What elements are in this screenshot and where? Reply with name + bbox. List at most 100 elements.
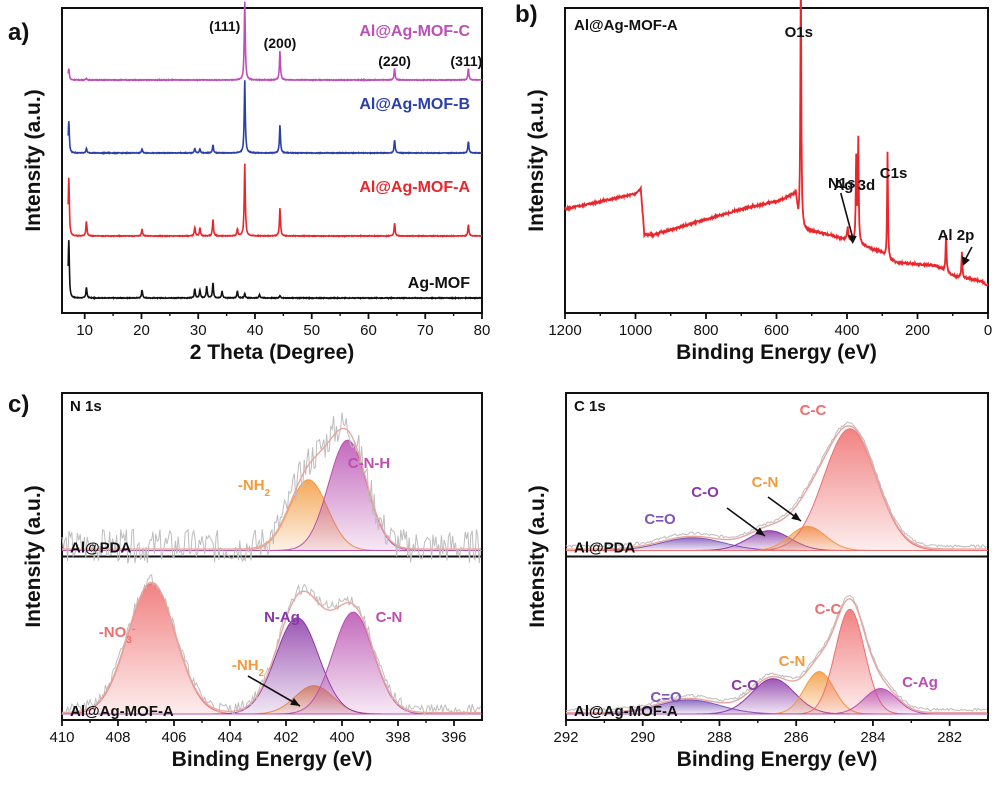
xrd-x-tick-label: 40 — [247, 322, 264, 339]
survey-x-tick-label: 1000 — [619, 322, 652, 339]
c1s-raw-data-1 — [565, 594, 987, 712]
xrd-x-axis-label: 2 Theta (Degree) — [190, 341, 355, 364]
c1s-component-label: C-Ag — [902, 674, 938, 691]
xrd-series-label: Al@Ag-MOF-B — [359, 96, 470, 113]
xrd-peak-label: (311) — [450, 53, 482, 69]
xrd-series-label: Al@Ag-MOF-C — [359, 23, 470, 40]
xrd-series-label: Ag-MOF — [408, 275, 470, 292]
c1s-component-label: C-C — [815, 601, 842, 618]
c1s-pointer-arrowhead — [791, 512, 801, 521]
c1s-y-axis-label: Intensity (a.u.) — [526, 485, 549, 627]
n1s-envelope-0 — [62, 427, 481, 550]
c1s-x-tick-label: 284 — [860, 729, 885, 746]
n1s-component-label: -NH2 — [238, 477, 271, 499]
n1s-component-label: N-Ag — [264, 609, 300, 626]
xrd-x-tick-label: 10 — [76, 322, 93, 339]
n1s-label-subscript: 2 — [259, 668, 265, 679]
n1s-sample-label: Al@Ag-MOF-A — [70, 703, 174, 720]
c1s-component-label: C-O — [731, 677, 759, 694]
xrd-series-label: Al@Ag-MOF-A — [359, 179, 470, 196]
survey-peak-label: C1s — [880, 165, 908, 182]
c1s-envelope-0 — [566, 425, 987, 550]
survey-n1s-arrow — [839, 192, 854, 239]
n1s-envelope-1 — [62, 581, 481, 714]
n1s-pointer-arrowhead — [290, 698, 300, 706]
panel-letter-a: a) — [8, 19, 29, 46]
survey-x-tick-label: 400 — [834, 322, 859, 339]
survey-frame — [564, 7, 989, 314]
c1s-x-tick-label: 292 — [553, 729, 578, 746]
c1s-sample-label: Al@PDA — [574, 540, 635, 557]
n1s-sample-label: Al@PDA — [70, 540, 131, 557]
n1s-x-tick-label: 408 — [105, 729, 130, 746]
c1s-x-tick-label: 290 — [630, 729, 655, 746]
c1s-component-label: C=O — [650, 689, 682, 706]
survey-x-tick-label: 200 — [905, 322, 930, 339]
n1s-x-tick-label: 406 — [161, 729, 186, 746]
n1s-component-1-3-area — [62, 611, 482, 715]
n1s-x-tick-label: 404 — [217, 729, 242, 746]
survey-sample-title: Al@Ag-MOF-A — [574, 17, 678, 34]
xrd-y-axis-label: Intensity (a.u.) — [22, 89, 45, 231]
n1s-component-0-1-area — [62, 439, 482, 551]
xrd-x-tick-label: 80 — [474, 322, 491, 339]
c1s-x-tick-label: 282 — [937, 729, 962, 746]
c1s-component-label: C-C — [800, 402, 827, 419]
c1s-pointer-arrowhead — [755, 527, 765, 536]
xrd-x-tick-label: 30 — [190, 322, 207, 339]
xrd-series-blue-line — [67, 80, 483, 155]
n1s-component-label: C-N-H — [348, 455, 391, 472]
survey-peak-label: Al 2p — [938, 227, 975, 244]
n1s-x-tick-label: 396 — [441, 729, 466, 746]
xrd-x-tick-label: 60 — [360, 322, 377, 339]
xrd-series-magenta-line — [67, 1, 483, 83]
xrd-x-tick-label: 20 — [133, 322, 150, 339]
survey-peak-label: Ag 3d — [833, 177, 875, 194]
c1s-sample-label: Al@Ag-MOF-A — [574, 703, 678, 720]
panel-letter-b: b) — [515, 1, 538, 28]
c1s-x-axis-label: Binding Energy (eV) — [677, 748, 878, 771]
n1s-x-tick-label: 402 — [273, 729, 298, 746]
n1s-label-subscript: 2 — [265, 488, 271, 499]
n1s-y-axis-label: Intensity (a.u.) — [22, 485, 45, 627]
c1s-envelope-1 — [566, 598, 987, 714]
c1s-component-0-3-area — [566, 428, 988, 551]
survey-al2p-arrowhead — [961, 256, 970, 266]
survey-peak-label: N1s — [828, 175, 856, 192]
panel-letter-c: c) — [8, 391, 29, 418]
survey-x-tick-label: 800 — [693, 322, 718, 339]
c1s-x-tick-label: 288 — [707, 729, 732, 746]
survey-peak-label: O1s — [785, 24, 813, 41]
n1s-label-superscript: - — [132, 624, 135, 635]
n1s-raw-data-0 — [61, 412, 482, 564]
n1s-x-axis-label: Binding Energy (eV) — [172, 748, 373, 771]
n1s-x-tick-label: 410 — [49, 729, 74, 746]
survey-x-tick-label: 600 — [764, 322, 789, 339]
xrd-peak-label: (200) — [264, 35, 297, 51]
xrd-peak-label: (111) — [209, 18, 240, 34]
n1s-pointer-arrow — [247, 675, 301, 707]
survey-x-tick-label: 0 — [984, 322, 992, 339]
survey-spectrum-line — [564, 0, 989, 287]
c1s-component-1-4-area — [566, 687, 988, 715]
xrd-series-red-line — [67, 163, 483, 239]
c1s-component-label: C=O — [644, 511, 676, 528]
n1s-x-tick-label: 400 — [329, 729, 354, 746]
c1s-component-label: C-N — [752, 474, 779, 491]
n1s-component-label: -NH2 — [232, 657, 265, 679]
n1s-x-tick-label: 398 — [385, 729, 410, 746]
survey-x-axis-label: Binding Energy (eV) — [676, 341, 877, 364]
c1s-x-tick-label: 286 — [784, 729, 809, 746]
xrd-series-black-line — [67, 240, 482, 301]
c1s-component-label: C-O — [691, 484, 719, 501]
n1s-component-label: C-N — [376, 609, 403, 626]
survey-n1s-arrowhead — [847, 235, 857, 244]
c1s-title: C 1s — [574, 398, 606, 415]
xrd-x-tick-label: 70 — [417, 322, 434, 339]
survey-x-tick-label: 1200 — [548, 322, 581, 339]
c1s-raw-data-0 — [565, 421, 987, 549]
xrd-frame — [61, 7, 483, 314]
c1s-component-label: C-N — [779, 653, 806, 670]
n1s-title: N 1s — [70, 398, 102, 415]
